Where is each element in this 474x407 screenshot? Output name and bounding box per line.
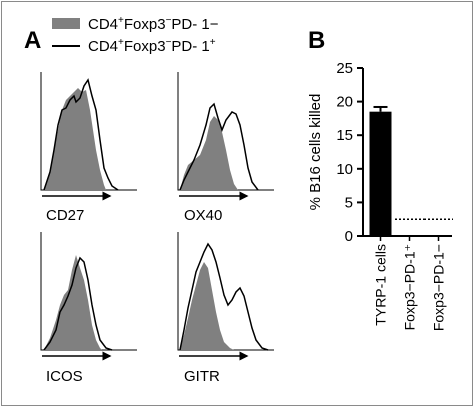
histogram-ox40-filled <box>180 116 238 190</box>
legend-label-pd1-pos: CD4+Foxp3−PD- 1+ <box>88 37 216 55</box>
bar-chart: % B16 cells killed 0 5 10 15 20 25 TYRP-1 cell… <box>307 60 453 331</box>
y-tick-label-4: 20 <box>336 94 353 111</box>
histogram-gitr-filled <box>180 262 234 350</box>
histogram-ox40-axes <box>177 72 274 191</box>
y-tick-label-3: 15 <box>336 127 353 144</box>
bar-0 <box>369 111 392 236</box>
histogram-gitr-line <box>179 242 269 351</box>
histogram-cd27: CD27 <box>40 72 137 224</box>
legend: CD4+Foxp3−PD- 1− CD4+Foxp3−PD- 1+ <box>52 15 219 55</box>
histogram-icos-line <box>43 256 113 351</box>
histogram-icos-label: ICOS <box>46 368 83 385</box>
histogram-icos-filled <box>44 255 102 350</box>
y-tick-label-1: 5 <box>345 194 353 211</box>
y-tick-label-2: 10 <box>336 161 353 178</box>
panel-b-letter: B <box>308 27 325 54</box>
x-category-label-0: TYRP-1 cells <box>373 244 389 326</box>
y-tick-label-0: 0 <box>345 228 353 245</box>
histogram-icos: ICOS <box>40 232 137 385</box>
histogram-cd27-line <box>43 78 119 191</box>
panel-a-letter: A <box>24 27 41 54</box>
histogram-ox40-label: OX40 <box>184 207 222 224</box>
histogram-icos-axes <box>40 232 137 351</box>
histogram-ox40-line <box>179 102 259 191</box>
histogram-ox40: OX40 <box>177 72 274 224</box>
histogram-gitr-axes <box>177 232 274 351</box>
x-category-label-2: Foxp3−PD-1− <box>431 244 447 331</box>
histogram-gitr: GITR <box>177 232 274 385</box>
histogram-cd27-filled <box>44 88 106 190</box>
legend-swatch-gray <box>52 18 80 29</box>
y-axis-title: % B16 cells killed <box>307 94 324 211</box>
histogram-cd27-label: CD27 <box>46 207 84 224</box>
x-category-label-1: Foxp3−PD-1⁺ <box>402 244 418 330</box>
histogram-gitr-label: GITR <box>184 368 220 385</box>
legend-label-pd1-neg: CD4+Foxp3−PD- 1− <box>88 15 219 33</box>
y-tick-label-5: 25 <box>336 60 353 77</box>
